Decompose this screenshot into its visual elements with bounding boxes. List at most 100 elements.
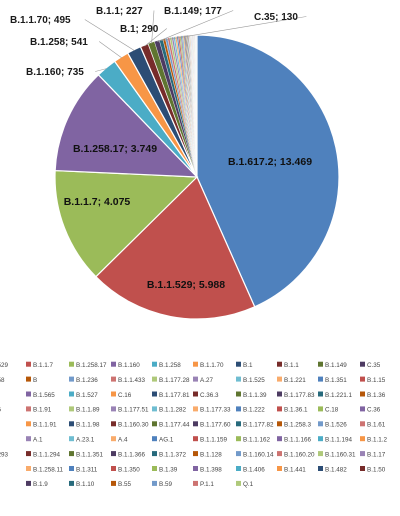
legend-swatch	[236, 421, 241, 427]
legend-swatch	[236, 451, 241, 457]
legend-label-b-1-221: B.1.221	[284, 377, 306, 384]
legend-swatch	[277, 466, 282, 471]
legend-label-b-1-1-89: B.1.1.89	[76, 407, 100, 414]
legend-swatch	[111, 466, 116, 471]
legend-label-b-1-527: B.1.527	[76, 392, 98, 399]
legend-label-b-1-1: B.1.1	[284, 362, 299, 369]
legend-label-b-1-1-58: B.1.1.58	[0, 377, 5, 384]
legend-label-c-16: C.16	[118, 392, 132, 399]
legend-label-b-1-482: B.1.482	[325, 466, 347, 473]
legend-label-b-1-565: B.1.565	[33, 392, 55, 399]
legend-label-b-1-406: B.1.406	[243, 466, 265, 473]
legend-swatch	[277, 436, 282, 442]
legend-label-b-1-160-20: B.1.160.20	[284, 451, 315, 458]
legend-swatch	[318, 391, 323, 397]
legend-swatch	[360, 376, 365, 382]
leader-line-b-1-149	[156, 10, 234, 43]
legend-label-b-1-10: B.1.10	[76, 481, 95, 488]
legend-label-b-1-61: B.1.61	[367, 422, 386, 429]
legend-label-c-36: C.36	[367, 407, 381, 414]
legend: B.1.1.529 B.1.1.7 B.1.258.17 B.1.160 B.1.258…	[0, 361, 387, 488]
slice-label-b-1-1-7: B.1.1.7; 4.075	[64, 196, 131, 208]
legend-label-b-1-36: B.1.36	[367, 392, 386, 399]
legend-swatch	[277, 421, 282, 427]
legend-swatch	[152, 421, 157, 427]
legend-swatch	[69, 361, 74, 367]
legend-label-b-1-160: B.1.160	[118, 362, 140, 369]
legend-swatch	[111, 391, 116, 397]
legend-swatch	[360, 421, 365, 427]
legend-label-b-1-1-166: B.1.1.166	[284, 437, 311, 444]
legend-swatch	[111, 361, 116, 367]
legend-label-b-1-441: B.1.441	[284, 466, 306, 473]
pie-slice-b-1-258-17	[54, 73, 199, 178]
legend-swatch	[69, 480, 74, 486]
legend-label-c-18: C.18	[325, 407, 339, 414]
legend-label-b-1-177-83: B.1.177.83	[284, 392, 315, 399]
legend-swatch	[152, 466, 157, 471]
legend-swatch	[277, 406, 282, 412]
legend-swatch	[152, 376, 157, 382]
slice-label-b-1-149: B.1.149; 177	[164, 6, 222, 17]
legend-label-b-1-9-5: B.1.9.5	[0, 407, 1, 414]
legend-label-b-1-177-44: B.1.177.44	[159, 422, 190, 429]
legend-label-b-1-1-351: B.1.1.351	[76, 451, 103, 458]
legend-label-q-1: Q.1	[243, 481, 254, 488]
leader-line-b-1-1-70	[84, 19, 135, 51]
legend-label-b: B	[33, 377, 37, 384]
legend-label-b-1-1-70: B.1.1.70	[200, 362, 224, 369]
legend-label-b-1-525: B.1.525	[243, 377, 265, 384]
legend-label-b-1-177-60: B.1.177.60	[200, 422, 231, 429]
legend-swatch	[26, 436, 31, 442]
legend-swatch	[69, 451, 74, 457]
leader-line-b-1-258	[99, 41, 122, 59]
legend-swatch	[277, 376, 282, 382]
legend-swatch	[318, 436, 323, 442]
legend-label-b-1-160-30: B.1.160.30	[118, 422, 149, 429]
leader-line-b-1	[144, 28, 167, 47]
legend-swatch	[318, 376, 323, 382]
legend-swatch	[360, 406, 365, 412]
pie-slice-b-1-1-529	[95, 175, 256, 320]
legend-label-b-1-222: B.1.222	[243, 407, 265, 414]
legend-label-b-1-1-91: B.1.1.91	[33, 422, 57, 429]
legend-label-b-59: B.59	[159, 481, 172, 488]
slice-labels: B.1.617.2; 13.469 B.1.1.529; 5.988 B.1.1.7…	[10, 6, 312, 291]
legend-swatch	[111, 436, 116, 442]
legend-label-b-1-258-17: B.1.258.17	[76, 362, 107, 369]
legend-swatch	[236, 391, 241, 397]
legend-swatch	[193, 406, 198, 412]
legend-swatch	[318, 451, 323, 457]
legend-label-b-1-1-7: B.1.1.7	[33, 362, 53, 369]
legend-label-b-1-258: B.1.258	[159, 362, 181, 369]
legend-label-b-1-17: B.1.17	[367, 451, 386, 458]
legend-label-b-1-1-293: B.1.1.293	[0, 451, 8, 458]
slice-label-b-1-617-2: B.1.617.2; 13.469	[228, 156, 312, 168]
legend-swatch	[277, 451, 282, 457]
legend-swatch	[193, 466, 198, 471]
legend-swatch	[277, 391, 282, 397]
legend-label-b-1-36-1: B.1.36.1	[284, 407, 308, 414]
legend-swatch	[193, 391, 198, 397]
pie-slices	[54, 34, 340, 320]
legend-swatch	[360, 466, 365, 471]
legend-swatch	[69, 391, 74, 397]
legend-swatch	[26, 361, 31, 367]
legend-label-c-36-3: C.36.3	[200, 392, 219, 399]
legend-label-b-1-350: B.1.350	[118, 466, 140, 473]
legend-label-b-1-258-11: B.1.258.11	[33, 466, 63, 473]
legend-label-b-1-398: B.1.398	[200, 466, 222, 473]
legend-swatch	[236, 406, 241, 412]
legend-label-b-1-149: B.1.149	[325, 362, 347, 369]
legend-swatch	[236, 466, 241, 471]
legend-swatch	[69, 466, 74, 471]
legend-swatch	[26, 376, 31, 382]
legend-swatch	[318, 361, 323, 367]
legend-label-b-1-1-282: B.1.1.282	[159, 407, 186, 414]
legend-label-b-1-50: B.1.50	[367, 466, 386, 473]
legend-swatch	[152, 406, 157, 412]
legend-label-b-1-236: B.1.236	[76, 377, 98, 384]
legend-swatch	[26, 421, 31, 427]
legend-swatch	[360, 451, 365, 457]
